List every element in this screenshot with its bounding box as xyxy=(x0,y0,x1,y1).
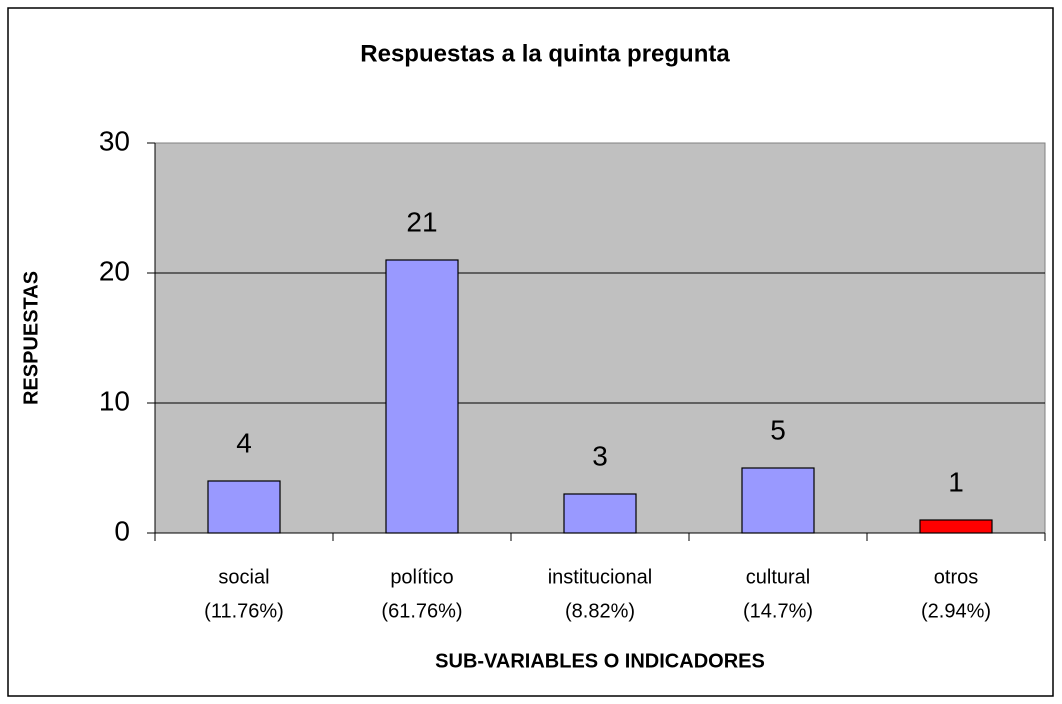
y-tick-label: 10 xyxy=(99,385,130,416)
x-tick-label: político xyxy=(390,566,453,588)
x-tick-label: social xyxy=(218,566,269,588)
x-axis-title: SUB-VARIABLES O INDICADORES xyxy=(435,650,765,672)
y-tick-label: 20 xyxy=(99,255,130,286)
y-axis-title: RESPUESTAS xyxy=(20,271,42,405)
bar xyxy=(919,519,993,534)
x-tick-label: otros xyxy=(934,566,978,588)
plot-area xyxy=(154,142,1046,534)
value-label: 21 xyxy=(406,206,437,237)
x-tick-label: cultural xyxy=(746,566,810,588)
bar xyxy=(741,467,815,534)
bar xyxy=(563,493,637,534)
x-tick-label: (61.76%) xyxy=(381,600,462,622)
x-tick-label: (2.94%) xyxy=(921,600,991,622)
value-label: 5 xyxy=(770,414,786,445)
x-tick-label: (14.7%) xyxy=(743,600,813,622)
x-tick-label: institucional xyxy=(548,566,653,588)
y-tick-label: 30 xyxy=(99,125,130,156)
bar xyxy=(385,259,459,534)
x-tick-label: (11.76%) xyxy=(204,600,284,622)
value-label: 1 xyxy=(948,466,964,497)
y-tick-label: 0 xyxy=(114,515,130,546)
value-label: 3 xyxy=(592,440,608,471)
value-label: 4 xyxy=(236,427,252,458)
chart-title: Respuestas a la quinta pregunta xyxy=(360,40,730,67)
bar xyxy=(207,480,281,534)
x-tick-label: (8.82%) xyxy=(565,600,635,622)
